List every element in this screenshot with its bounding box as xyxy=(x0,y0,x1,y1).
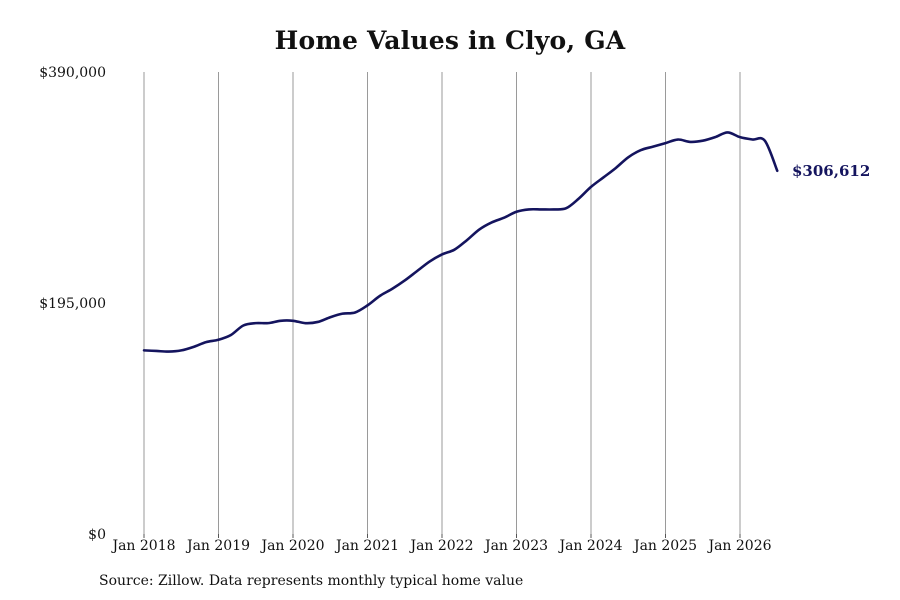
x-tick-label: Jan 2021 xyxy=(334,538,399,554)
y-tick-label: $390,000 xyxy=(39,65,106,81)
x-tick-label: Jan 2020 xyxy=(259,538,324,554)
chart-title: Home Values in Clyo, GA xyxy=(274,26,626,55)
x-tick-label: Jan 2026 xyxy=(706,538,771,554)
vertical-gridlines xyxy=(143,72,741,534)
x-tick-label: Jan 2022 xyxy=(408,538,473,554)
end-value-label: $306,612 xyxy=(792,162,870,180)
x-tick-label: Jan 2019 xyxy=(185,538,250,554)
x-tick-label: Jan 2025 xyxy=(632,538,697,554)
x-tick-label: Jan 2023 xyxy=(483,538,548,554)
x-tick-label: Jan 2018 xyxy=(110,538,175,554)
x-tick-label: Jan 2024 xyxy=(557,538,622,554)
y-tick-label: $0 xyxy=(88,527,106,543)
y-axis-ticks: $0 $195,000 $390,000 xyxy=(39,65,106,543)
home-value-line xyxy=(142,131,779,353)
x-axis-ticks: Jan 2018 Jan 2019 Jan 2020 Jan 2021 Jan 2022… xyxy=(110,534,772,554)
source-note: Source: Zillow. Data represents monthly … xyxy=(99,573,524,589)
y-tick-label: $195,000 xyxy=(39,296,106,312)
